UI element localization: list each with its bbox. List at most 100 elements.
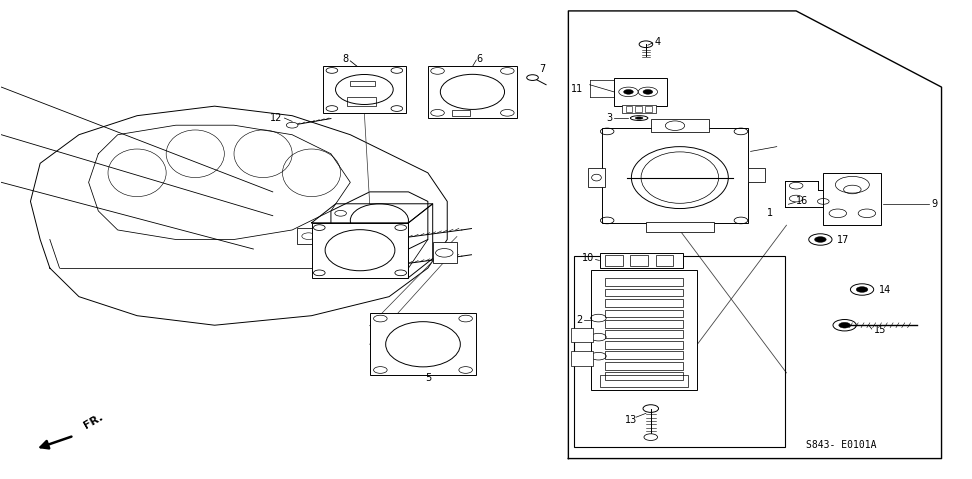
Circle shape: [510, 80, 514, 81]
Circle shape: [413, 314, 417, 316]
Bar: [606, 372, 682, 380]
Circle shape: [433, 114, 436, 116]
Text: 13: 13: [625, 414, 638, 424]
Bar: [631, 255, 648, 266]
Circle shape: [433, 67, 436, 69]
Text: 1: 1: [767, 208, 773, 218]
Circle shape: [431, 110, 444, 116]
Circle shape: [452, 319, 456, 320]
Circle shape: [441, 67, 445, 69]
Circle shape: [413, 371, 417, 373]
Bar: [323, 66, 405, 114]
Circle shape: [471, 314, 475, 316]
Text: 8: 8: [342, 54, 349, 64]
Bar: [591, 271, 697, 389]
Circle shape: [450, 110, 454, 112]
Circle shape: [433, 110, 436, 112]
Circle shape: [471, 362, 475, 363]
Circle shape: [452, 371, 456, 373]
Bar: [572, 352, 593, 365]
Circle shape: [287, 122, 298, 128]
Bar: [606, 278, 682, 285]
Circle shape: [450, 114, 454, 116]
Circle shape: [374, 357, 378, 359]
Circle shape: [502, 101, 505, 103]
Text: 5: 5: [425, 373, 431, 383]
Circle shape: [423, 319, 427, 320]
Circle shape: [471, 366, 475, 368]
Circle shape: [384, 366, 388, 368]
Circle shape: [413, 319, 417, 320]
Circle shape: [510, 114, 514, 116]
Circle shape: [510, 84, 514, 86]
Text: 3: 3: [606, 113, 612, 123]
Bar: [626, 106, 633, 113]
Circle shape: [493, 75, 497, 77]
Bar: [452, 110, 469, 116]
Circle shape: [471, 357, 475, 359]
Circle shape: [468, 110, 471, 112]
Text: 16: 16: [796, 196, 809, 206]
Circle shape: [433, 97, 436, 99]
Circle shape: [374, 314, 378, 316]
Circle shape: [502, 110, 505, 112]
Circle shape: [452, 362, 456, 363]
Circle shape: [384, 328, 388, 330]
Circle shape: [384, 357, 388, 359]
Bar: [622, 105, 655, 114]
Bar: [606, 362, 682, 369]
Circle shape: [462, 352, 466, 354]
Text: 10: 10: [582, 252, 595, 262]
Text: 11: 11: [571, 84, 583, 94]
Circle shape: [394, 366, 398, 368]
Circle shape: [459, 110, 463, 112]
Circle shape: [510, 88, 514, 90]
Circle shape: [394, 314, 398, 316]
Circle shape: [450, 67, 454, 69]
Circle shape: [442, 319, 446, 320]
Circle shape: [476, 114, 480, 116]
Circle shape: [441, 110, 445, 112]
Circle shape: [468, 114, 471, 116]
Circle shape: [403, 323, 407, 325]
Circle shape: [856, 286, 868, 292]
Circle shape: [452, 314, 456, 316]
Circle shape: [471, 342, 475, 344]
Circle shape: [476, 71, 480, 73]
Bar: [601, 375, 687, 387]
Text: 17: 17: [837, 236, 850, 245]
Circle shape: [452, 366, 456, 368]
Circle shape: [403, 314, 407, 316]
Circle shape: [510, 101, 514, 103]
Circle shape: [442, 323, 446, 325]
Text: 6: 6: [476, 54, 482, 64]
Circle shape: [471, 319, 475, 320]
Circle shape: [384, 323, 388, 325]
Bar: [636, 106, 642, 113]
Circle shape: [452, 328, 456, 330]
Circle shape: [441, 80, 445, 81]
Circle shape: [510, 71, 514, 73]
Circle shape: [403, 319, 407, 320]
Circle shape: [476, 110, 480, 112]
Circle shape: [423, 371, 427, 373]
Circle shape: [510, 97, 514, 99]
Bar: [350, 81, 374, 86]
Circle shape: [374, 342, 378, 344]
Circle shape: [471, 323, 475, 325]
Circle shape: [502, 114, 505, 116]
Circle shape: [462, 328, 466, 330]
Circle shape: [374, 338, 378, 340]
Circle shape: [501, 68, 514, 74]
Bar: [606, 309, 682, 317]
Text: 2: 2: [576, 316, 583, 325]
Circle shape: [373, 315, 387, 322]
Bar: [823, 173, 882, 225]
Circle shape: [644, 434, 657, 441]
Circle shape: [441, 105, 445, 107]
Circle shape: [459, 67, 463, 69]
Bar: [588, 168, 606, 187]
Bar: [606, 255, 623, 266]
Bar: [606, 341, 682, 349]
Bar: [646, 222, 713, 232]
